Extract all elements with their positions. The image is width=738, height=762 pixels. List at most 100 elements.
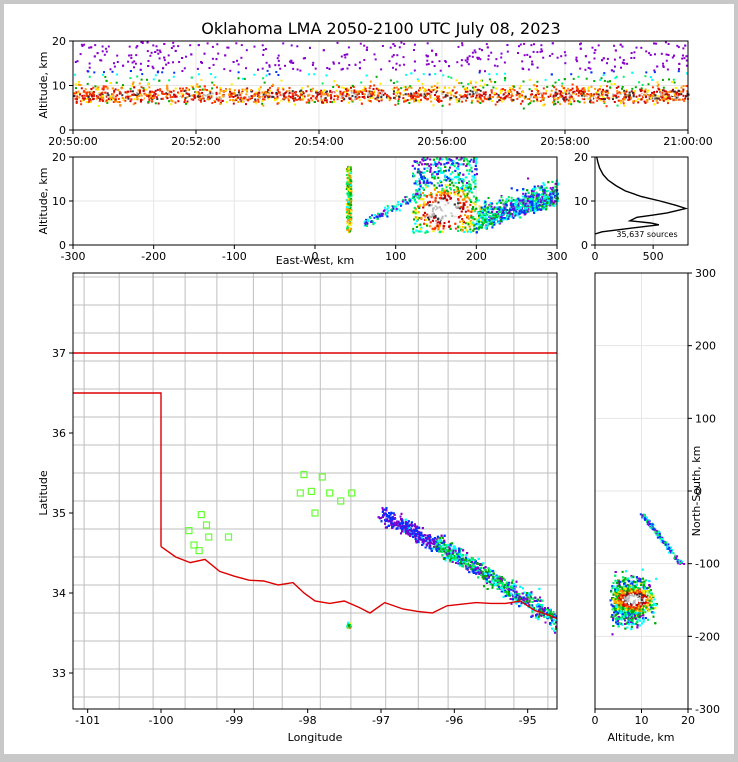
vhf-source-mark <box>132 90 134 92</box>
vhf-source-mark <box>352 95 354 97</box>
vhf-source-mark <box>539 208 541 210</box>
vhf-source-mark <box>119 91 121 93</box>
vhf-source-mark <box>469 55 471 57</box>
vhf-source-mark <box>156 49 158 51</box>
vhf-source-mark <box>348 46 350 48</box>
vhf-source-mark <box>89 67 91 69</box>
vhf-source-mark <box>461 101 463 103</box>
vhf-source-mark <box>116 55 118 57</box>
vhf-source-mark <box>282 88 284 90</box>
vhf-source-mark <box>147 50 149 52</box>
vhf-source-mark <box>429 74 431 76</box>
vhf-source-mark <box>136 98 138 100</box>
vhf-source-mark <box>146 95 148 97</box>
vhf-source-mark <box>461 211 463 213</box>
vhf-source-mark <box>565 91 567 93</box>
vhf-source-mark <box>397 103 399 105</box>
vhf-source-mark <box>74 74 76 76</box>
vhf-source-mark <box>189 44 191 46</box>
vhf-source-mark <box>508 196 510 198</box>
vhf-source-mark <box>350 87 352 89</box>
vhf-source-mark <box>445 170 447 172</box>
vhf-source-mark <box>382 90 384 92</box>
vhf-source-mark <box>297 69 299 71</box>
vhf-source-mark <box>440 70 442 72</box>
vhf-source-mark <box>210 96 212 98</box>
vhf-source-mark <box>152 67 154 69</box>
vhf-source-mark <box>414 223 416 225</box>
vhf-source-mark <box>602 89 604 91</box>
vhf-source-mark <box>430 101 432 103</box>
vhf-source-mark <box>588 61 590 63</box>
vhf-source-mark <box>450 77 452 79</box>
vhf-source-mark <box>289 92 291 94</box>
vhf-source-mark <box>434 176 436 178</box>
vhf-source-mark <box>325 97 327 99</box>
vhf-source-mark <box>557 57 559 59</box>
vhf-source-mark <box>573 100 575 102</box>
vhf-source-mark <box>408 95 410 97</box>
vhf-source-mark <box>489 94 491 96</box>
vhf-source-mark <box>476 227 478 229</box>
vhf-source-mark <box>431 89 433 91</box>
vhf-source-mark <box>594 52 596 54</box>
vhf-source-mark <box>307 95 309 97</box>
vhf-source-mark <box>280 100 282 102</box>
vhf-source-mark <box>112 87 114 89</box>
vhf-source-mark <box>321 92 323 94</box>
vhf-source-mark <box>173 45 175 47</box>
vhf-source-mark <box>408 102 410 104</box>
vhf-source-mark <box>266 62 268 64</box>
vhf-source-mark <box>446 199 448 201</box>
vhf-source-mark <box>392 67 394 69</box>
vhf-source-mark <box>440 96 442 98</box>
vhf-source-mark <box>561 85 563 87</box>
vhf-source-mark <box>456 61 458 63</box>
vhf-source-mark <box>279 68 281 70</box>
vhf-source-mark <box>484 209 486 211</box>
vhf-source-mark <box>543 92 545 94</box>
vhf-source-mark <box>497 65 499 67</box>
vhf-source-mark <box>372 93 374 95</box>
vhf-source-mark <box>387 97 389 99</box>
vhf-source-mark <box>471 171 473 173</box>
vhf-source-mark <box>589 68 591 70</box>
vhf-source-mark <box>631 88 633 90</box>
vhf-source-mark <box>320 95 322 97</box>
vhf-source-mark <box>472 230 474 232</box>
vhf-source-mark <box>478 200 480 202</box>
vhf-source-mark <box>423 96 425 98</box>
vhf-source-mark <box>463 97 465 99</box>
vhf-source-mark <box>112 71 114 73</box>
vhf-source-mark <box>424 177 426 179</box>
vhf-source-mark <box>267 70 269 72</box>
vhf-source-mark <box>444 176 446 178</box>
vhf-source-mark <box>526 189 528 191</box>
vhf-source-mark <box>244 97 246 99</box>
vhf-source-mark <box>264 96 266 98</box>
vhf-source-mark <box>440 170 442 172</box>
vhf-source-mark <box>528 192 530 194</box>
vhf-source-mark <box>472 91 474 93</box>
vhf-source-mark <box>429 194 431 196</box>
vhf-source-mark <box>197 68 199 70</box>
vhf-source-mark <box>620 100 622 102</box>
vhf-source-mark <box>465 91 467 93</box>
vhf-source-mark <box>147 101 149 103</box>
vhf-source-mark <box>613 45 615 47</box>
vhf-source-mark <box>400 96 402 98</box>
vhf-source-mark <box>212 46 214 48</box>
vhf-source-mark <box>372 97 374 99</box>
vhf-source-mark <box>169 91 171 93</box>
vhf-source-mark <box>213 96 215 98</box>
vhf-source-mark <box>104 92 106 94</box>
vhf-source-mark <box>622 46 624 48</box>
vhf-source-mark <box>78 97 80 99</box>
vhf-source-mark <box>609 86 611 88</box>
vhf-source-mark <box>258 96 260 98</box>
vhf-source-mark <box>213 84 215 86</box>
vhf-source-mark <box>380 89 382 91</box>
vhf-source-mark <box>241 98 243 100</box>
vhf-source-mark <box>208 94 210 96</box>
vhf-source-mark <box>541 193 543 195</box>
